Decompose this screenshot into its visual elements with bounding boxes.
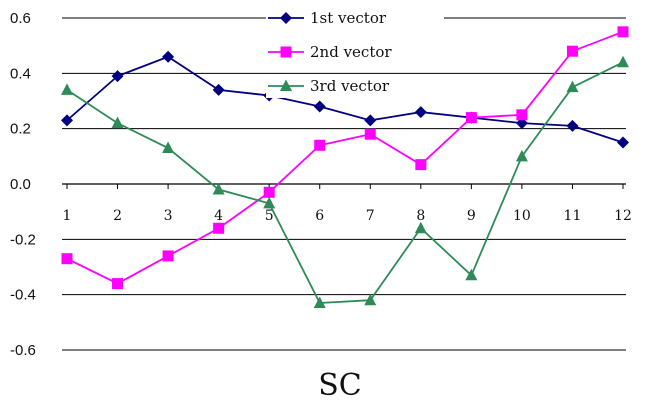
y-tick-label: 0.2 xyxy=(10,121,31,138)
x-tick-label: 10 xyxy=(513,208,531,224)
y-tick-label: -0.4 xyxy=(10,287,36,304)
y-axis-tick-labels: 0.6 0.4 0.2 0.0 -0.2 -0.4 -0.6 xyxy=(10,10,36,359)
data-point xyxy=(212,183,225,195)
series-1 xyxy=(61,50,629,149)
data-point xyxy=(162,50,175,63)
x-tick-label: 5 xyxy=(265,208,274,224)
data-point xyxy=(617,136,629,149)
data-point xyxy=(465,112,477,124)
data-point xyxy=(162,141,175,154)
series-line xyxy=(66,30,624,285)
data-point xyxy=(364,114,377,127)
data-point xyxy=(566,45,578,57)
x-tick-label: 7 xyxy=(366,208,375,224)
data-point xyxy=(313,296,326,308)
data-point xyxy=(617,26,629,38)
data-point xyxy=(516,109,528,121)
y-tick-label: 0.0 xyxy=(10,176,31,193)
data-point xyxy=(263,196,276,209)
series-2 xyxy=(61,26,629,290)
data-point xyxy=(566,119,579,132)
x-tick-label: 9 xyxy=(467,208,476,224)
series-line xyxy=(66,61,624,304)
data-point xyxy=(364,128,376,140)
data-point xyxy=(212,83,225,96)
data-point xyxy=(112,278,124,290)
series-group xyxy=(61,26,629,308)
legend-label: 1st vector xyxy=(310,9,387,27)
data-point xyxy=(617,55,629,68)
data-point xyxy=(566,80,579,93)
x-tick-label: 4 xyxy=(214,208,223,224)
data-point xyxy=(111,70,124,83)
x-tick-label: 3 xyxy=(164,208,173,224)
x-axis xyxy=(62,183,626,189)
data-point xyxy=(313,100,326,113)
y-tick-label: -0.6 xyxy=(10,342,36,359)
x-axis-tick-labels: 1 2 3 4 5 6 7 8 9 10 11 12 xyxy=(63,208,632,224)
data-point xyxy=(465,268,478,281)
data-point xyxy=(61,253,73,265)
legend-swatch-marker xyxy=(280,79,292,91)
x-tick-label: 12 xyxy=(614,208,632,224)
y-tick-label: -0.2 xyxy=(10,231,36,248)
data-point xyxy=(314,139,326,151)
data-point xyxy=(263,186,275,198)
x-tick-label: 8 xyxy=(416,208,425,224)
legend: 1st vector 2nd vector 3rd vector xyxy=(266,6,444,98)
legend-label: 2nd vector xyxy=(310,43,392,61)
legend-item-3: 3rd vector xyxy=(266,74,444,98)
x-tick-label: 2 xyxy=(113,208,122,224)
series-3 xyxy=(61,55,629,308)
y-tick-label: 0.6 xyxy=(10,10,31,27)
x-tick-label: 11 xyxy=(564,208,582,224)
x-tick-label: 1 xyxy=(63,208,72,224)
data-point xyxy=(61,83,73,95)
x-tick-label: 6 xyxy=(315,208,324,224)
data-point xyxy=(213,222,225,234)
y-tick-label: 0.4 xyxy=(10,65,31,82)
legend-swatch-marker xyxy=(280,46,292,58)
data-point xyxy=(364,293,377,306)
data-point xyxy=(414,106,427,119)
data-point xyxy=(515,149,528,162)
legend-swatch-marker xyxy=(280,12,292,24)
data-point xyxy=(111,116,124,129)
data-point xyxy=(415,159,427,171)
legend-label: 3rd vector xyxy=(310,77,390,95)
series-line xyxy=(66,55,624,144)
legend-item-2: 2nd vector xyxy=(266,40,444,64)
x-axis-label: SC xyxy=(318,368,362,403)
data-point xyxy=(162,250,174,262)
data-point xyxy=(414,221,427,234)
legend-item-1: 1st vector xyxy=(266,6,444,30)
data-point xyxy=(61,114,73,127)
